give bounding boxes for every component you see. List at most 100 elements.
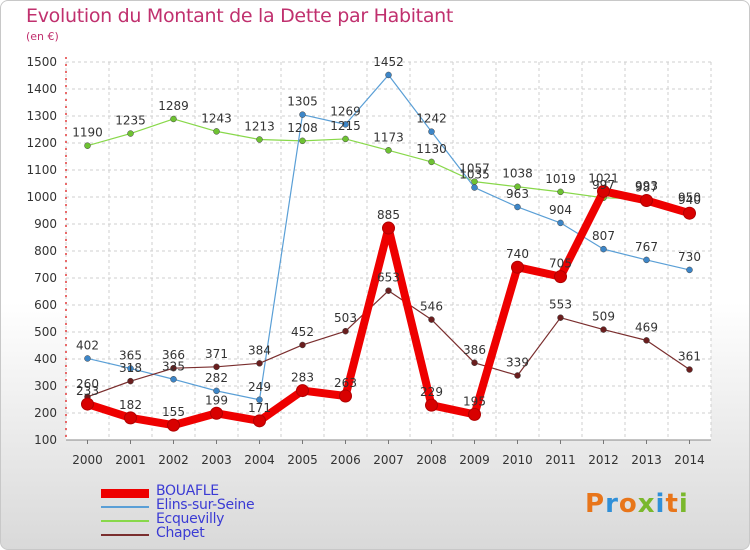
data-point (84, 142, 91, 149)
x-tick-label: 2002 (158, 453, 189, 467)
data-point (210, 406, 223, 420)
y-tick-label: 1300 (26, 109, 57, 123)
data-point (127, 130, 134, 137)
logo-letter: t (665, 489, 679, 519)
data-label: 283 (291, 371, 314, 385)
data-label: 1021 (588, 171, 619, 185)
data-point (600, 326, 607, 333)
legend-label: Ecquevilly (156, 511, 225, 527)
x-tick-label: 2008 (416, 453, 447, 467)
x-tick-label: 2003 (201, 453, 232, 467)
data-point (686, 366, 693, 373)
data-label: 402 (76, 338, 99, 352)
data-label: 950 (678, 191, 701, 205)
data-point (299, 341, 306, 349)
x-tick-label: 2009 (459, 453, 490, 467)
data-label: 282 (205, 371, 228, 385)
logo-letter: x (637, 489, 656, 519)
x-tick-label: 2001 (115, 453, 146, 467)
data-label: 469 (635, 320, 658, 334)
data-label: 1208 (287, 121, 318, 135)
data-label: 1243 (201, 111, 232, 125)
data-label: 318 (119, 361, 142, 375)
data-label: 1289 (158, 99, 189, 113)
data-label: 705 (549, 257, 572, 271)
data-label: 386 (463, 343, 486, 357)
data-label: 452 (291, 325, 314, 339)
data-label: 365 (119, 348, 142, 362)
y-tick-label: 1500 (26, 55, 57, 69)
data-label: 1269 (330, 104, 361, 118)
data-point (213, 363, 220, 371)
data-point (167, 418, 180, 432)
data-label: 361 (678, 350, 701, 364)
data-point (127, 377, 134, 385)
data-point (428, 158, 435, 166)
data-point (557, 188, 564, 196)
data-label: 807 (592, 229, 615, 243)
data-point (385, 287, 392, 294)
data-point (686, 266, 693, 274)
x-tick-label: 2006 (330, 453, 361, 467)
data-point (213, 387, 220, 395)
data-label: 546 (420, 300, 443, 314)
data-label: 767 (635, 240, 658, 254)
data-point (514, 183, 521, 190)
y-tick-label: 700 (34, 271, 57, 285)
x-tick-label: 2012 (588, 453, 619, 467)
y-tick-label: 600 (34, 298, 57, 312)
legend-label: Chapet (156, 525, 205, 541)
data-point (643, 337, 650, 344)
data-point (299, 111, 306, 118)
y-tick-label: 1000 (26, 190, 57, 204)
y-tick-label: 100 (34, 433, 57, 447)
x-tick-label: 2014 (674, 453, 705, 467)
data-point (170, 115, 177, 123)
data-point (428, 316, 435, 323)
data-label: 182 (119, 398, 142, 412)
x-tick-label: 2011 (545, 453, 576, 467)
y-tick-label: 1200 (26, 136, 57, 150)
data-label: 384 (248, 343, 271, 357)
data-point (600, 245, 607, 253)
data-point (514, 372, 521, 379)
data-label: 993 (635, 179, 658, 193)
data-label: 1190 (72, 126, 103, 140)
data-point (81, 397, 94, 411)
y-tick-label: 500 (34, 325, 57, 339)
data-point (514, 203, 521, 211)
data-label: 987 (635, 181, 658, 195)
data-point (643, 256, 650, 264)
y-tick-label: 900 (34, 217, 57, 231)
data-point (256, 360, 263, 367)
legend-swatch (101, 534, 149, 536)
data-point (471, 184, 478, 191)
x-tick-label: 2004 (244, 453, 275, 467)
data-label: 1452 (373, 55, 404, 69)
data-label: 1038 (502, 167, 533, 181)
data-point (471, 359, 478, 367)
data-label: 1235 (115, 114, 146, 128)
data-point (425, 398, 438, 412)
logo-letter: i (655, 489, 666, 519)
data-label: 195 (463, 394, 486, 408)
data-point (640, 194, 653, 208)
x-tick-label: 2013 (631, 453, 662, 467)
data-point (557, 219, 564, 227)
data-label: 229 (420, 385, 443, 399)
data-label: 249 (248, 380, 271, 394)
data-label: 339 (506, 355, 529, 369)
x-tick-label: 2010 (502, 453, 533, 467)
data-point (342, 135, 349, 143)
data-label: 1035 (459, 168, 490, 182)
data-label: 1130 (416, 142, 447, 156)
data-point (299, 137, 306, 145)
data-point (127, 365, 134, 372)
data-label: 553 (549, 298, 572, 312)
data-label: 325 (162, 359, 185, 373)
data-point (683, 206, 696, 220)
logo-letter: o (618, 489, 638, 519)
data-label: 366 (162, 348, 185, 362)
